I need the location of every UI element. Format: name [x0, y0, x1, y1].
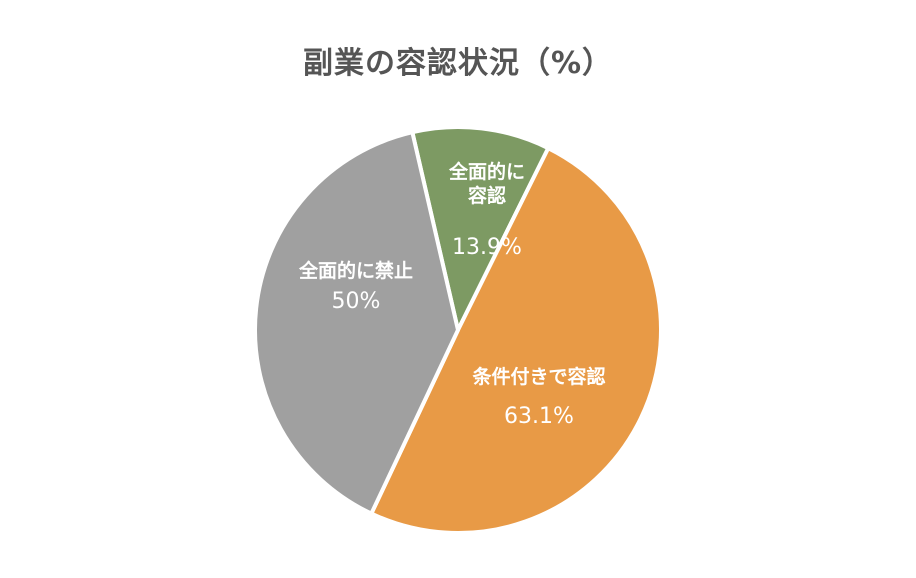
slice-label-2-0: 全面的に禁止 [298, 259, 413, 282]
pie-slice-2 [253, 130, 460, 516]
pie-slice-1 [369, 146, 663, 535]
slice-value-1: 63.1% [504, 404, 574, 429]
slice-label-1-0: 条件付きで容認 [472, 365, 605, 388]
slice-value-0: 13.9% [452, 235, 522, 260]
chart-title: 副業の容認状況（%） [302, 46, 614, 81]
slice-label-0-0: 全面的に [448, 160, 525, 183]
slice-label-0-1: 容認 [468, 184, 506, 207]
slice-value-2: 50% [332, 289, 381, 314]
